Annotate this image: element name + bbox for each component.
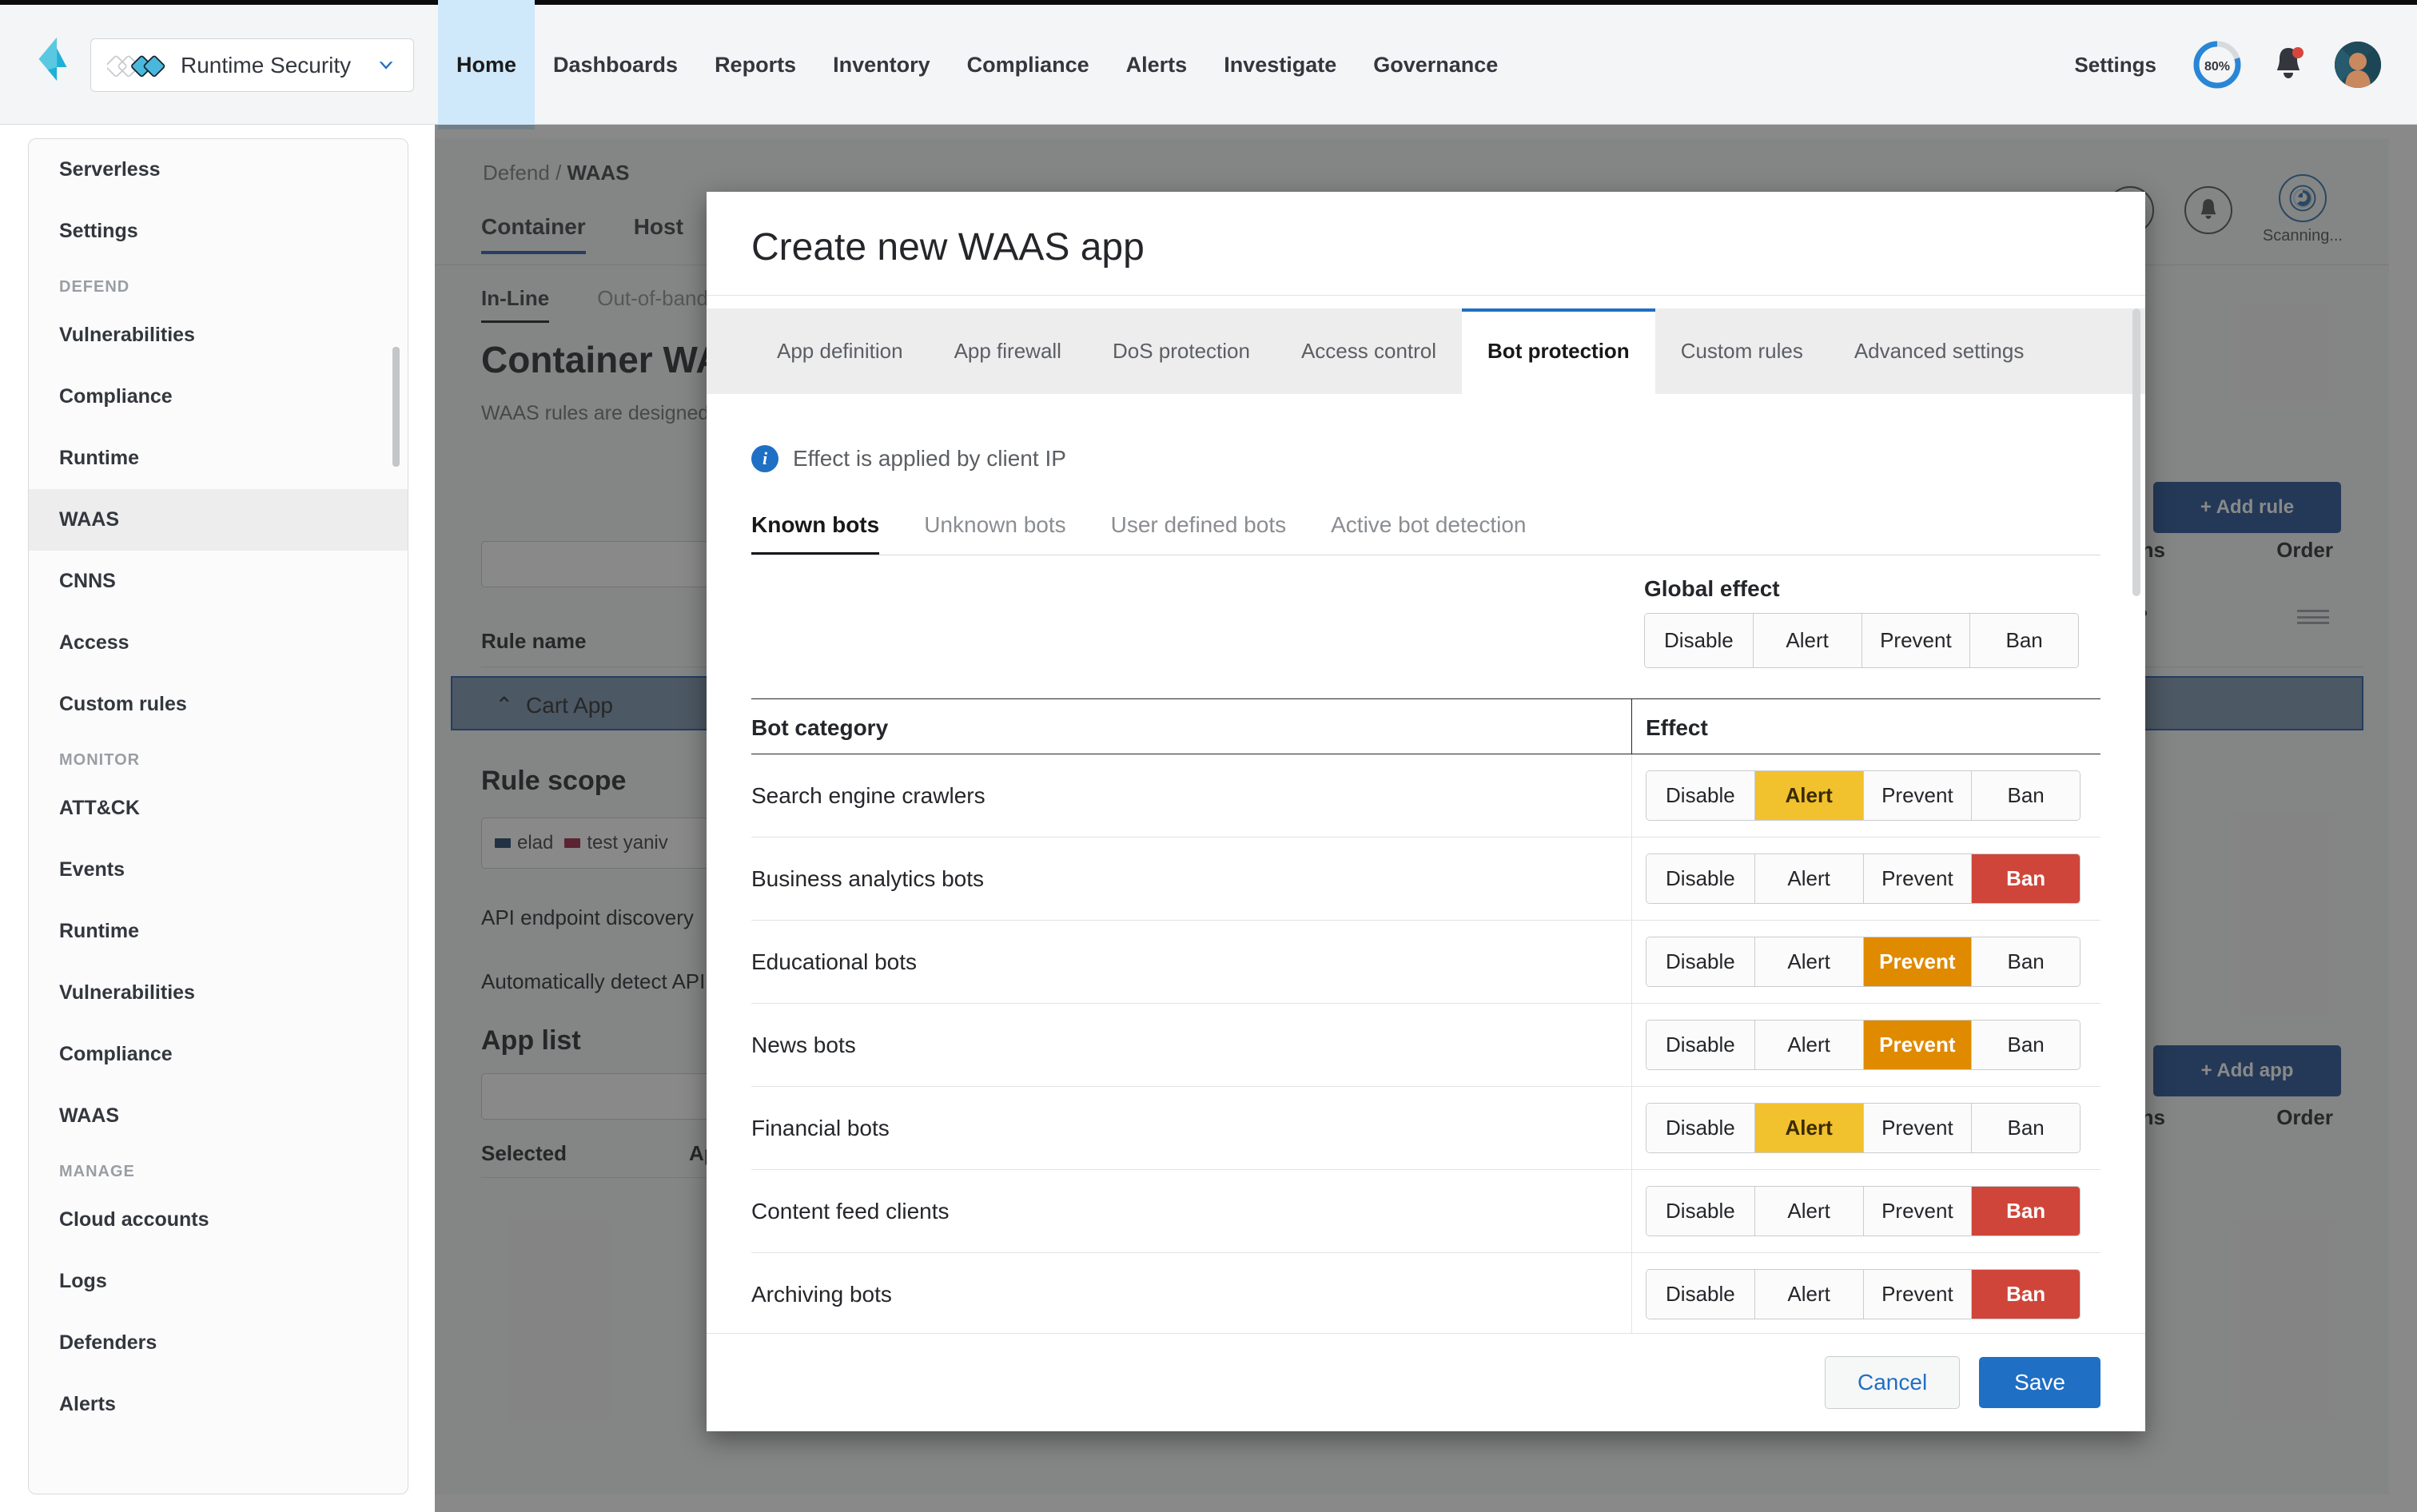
svg-text:80%: 80% — [2204, 60, 2230, 74]
